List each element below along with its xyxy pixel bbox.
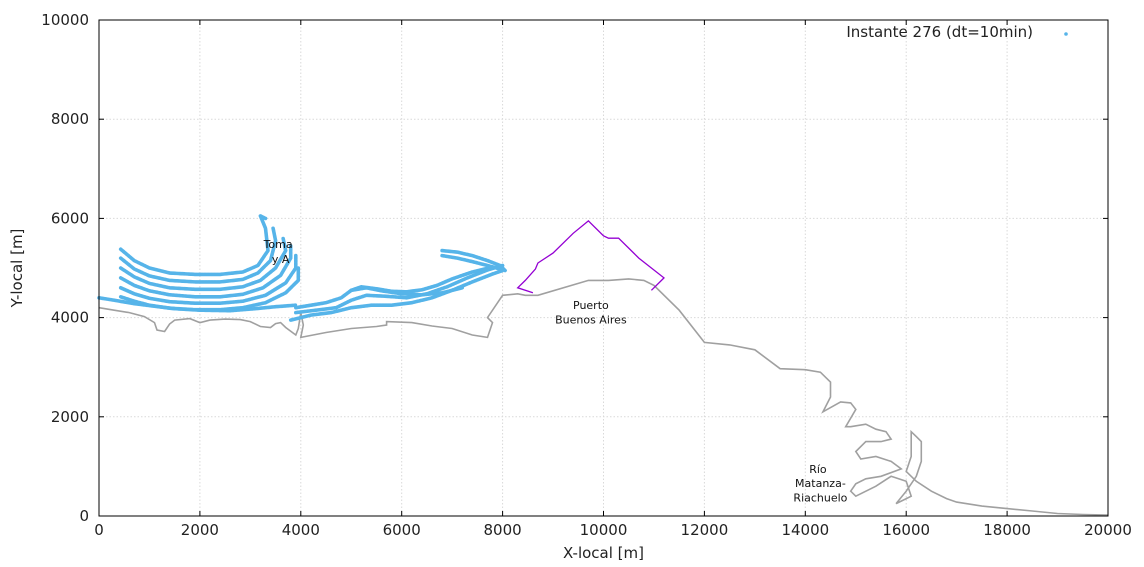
particle-curve — [118, 214, 270, 277]
port-boundary-line — [516, 220, 665, 294]
y-tick-label: 8000 — [51, 110, 89, 128]
x-ticks: 0 2000 4000 6000 8000 10000 12000 14000 16000 180… — [94, 20, 1132, 539]
y-tick-label: 10000 — [41, 11, 89, 29]
particle-curve — [293, 263, 505, 315]
map-annotation: y A — [272, 253, 290, 266]
y-tick-label: 4000 — [51, 309, 89, 327]
particle-curve — [118, 236, 288, 292]
x-tick-label: 14000 — [781, 521, 829, 539]
particle-curve — [97, 295, 298, 313]
map-annotation: Riachuelo — [793, 492, 847, 505]
y-tick-label: 6000 — [51, 209, 89, 227]
port-boundary — [516, 220, 665, 294]
particle-curve — [349, 285, 465, 297]
y-tick-label: 2000 — [51, 408, 89, 426]
particle-curve — [118, 243, 293, 299]
x-tick-label: 10000 — [580, 521, 628, 539]
particle-curve — [440, 253, 502, 271]
particle-curve — [118, 253, 298, 306]
map-annotation: Matanza- — [795, 477, 846, 490]
legend-label: Instante 276 (dt=10min) — [846, 23, 1033, 41]
particle-curve — [288, 268, 505, 322]
x-tick-label: 6000 — [383, 521, 421, 539]
map-annotation: Toma — [263, 238, 293, 251]
x-tick-label: 2000 — [181, 521, 219, 539]
x-tick-label: 0 — [94, 521, 104, 539]
y-ticks: 0 2000 4000 6000 8000 10000 — [41, 11, 1108, 525]
legend: Instante 276 (dt=10min) — [846, 23, 1068, 41]
map-annotation: Río — [809, 463, 827, 476]
x-tick-label: 18000 — [983, 521, 1031, 539]
x-tick-label: 8000 — [484, 521, 522, 539]
particle-series — [97, 214, 507, 322]
coastline — [98, 278, 1109, 516]
map-annotation: Puerto — [573, 299, 609, 312]
x-tick-label: 12000 — [681, 521, 729, 539]
coastline-line — [98, 278, 1109, 516]
particle-curve — [118, 226, 278, 284]
y-axis-label: Y-local [m] — [8, 229, 26, 309]
x-tick-label: 20000 — [1084, 521, 1132, 539]
x-axis-label: X-local [m] — [563, 544, 644, 562]
x-tick-label: 4000 — [282, 521, 320, 539]
particle-curve — [440, 248, 507, 273]
map-annotation: Buenos Aires — [555, 314, 627, 327]
y-tick-label: 0 — [79, 507, 89, 525]
legend-marker — [1064, 32, 1068, 36]
x-tick-label: 16000 — [882, 521, 930, 539]
